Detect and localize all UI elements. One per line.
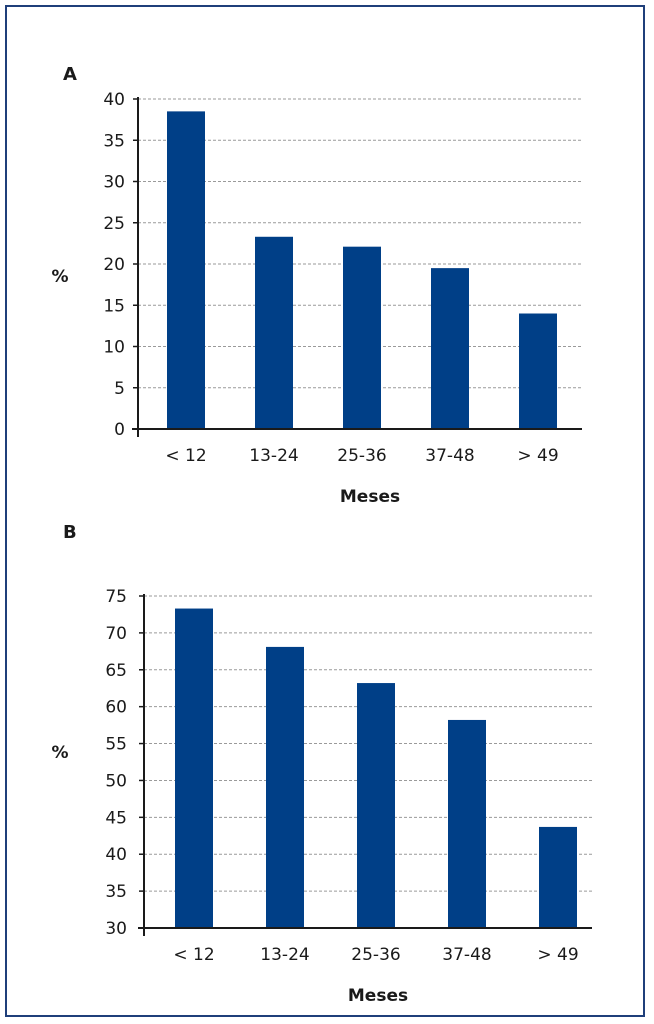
bar xyxy=(266,646,304,928)
y-axis-label: % xyxy=(51,743,68,763)
x-tick-label: 13-24 xyxy=(249,446,298,466)
panel-label-b: B xyxy=(63,522,77,543)
y-tick-label: 45 xyxy=(105,808,127,828)
bar xyxy=(255,236,293,429)
bar xyxy=(539,826,577,928)
y-tick-label: 50 xyxy=(105,771,127,791)
y-tick-label: 5 xyxy=(114,379,125,399)
chart-b: 30 35 40 45 50 55 60 65 70 75 < 12 13-24 25-36 37-48 >… xyxy=(51,587,592,1006)
bar xyxy=(175,608,213,928)
bar xyxy=(448,719,486,928)
panel-label-a: A xyxy=(63,64,77,85)
x-tick-label: > 49 xyxy=(517,446,558,466)
x-tick-label: < 12 xyxy=(165,446,206,466)
y-tick-label: 35 xyxy=(103,131,125,151)
y-tick-label: 70 xyxy=(105,624,127,644)
x-tick-label: < 12 xyxy=(173,945,214,965)
y-tick-label: 10 xyxy=(103,338,125,358)
y-tick-label: 0 xyxy=(114,420,125,440)
x-tick-label: 37-48 xyxy=(442,945,491,965)
bar xyxy=(167,111,205,429)
y-tick-label: 30 xyxy=(105,919,127,939)
y-tick-label: 75 xyxy=(105,587,127,607)
y-tick-label: 65 xyxy=(105,661,127,681)
x-tick-label: 37-48 xyxy=(425,446,474,466)
bar xyxy=(343,246,381,429)
bar xyxy=(357,683,395,928)
x-tick-label: > 49 xyxy=(537,945,578,965)
y-tick-label: 40 xyxy=(105,845,127,865)
x-tick-label: 25-36 xyxy=(337,446,386,466)
y-tick-label: 40 xyxy=(103,90,125,110)
y-tick-label: 35 xyxy=(105,882,127,902)
chart-a: 0 5 10 15 20 25 30 35 40 < 12 13-24 25-36 37-48 > 49%… xyxy=(51,90,582,507)
y-tick-label: 55 xyxy=(105,735,127,755)
x-tick-label: 25-36 xyxy=(351,945,400,965)
y-tick-label: 25 xyxy=(103,214,125,234)
y-tick-label: 20 xyxy=(103,255,125,275)
y-tick-label: 60 xyxy=(105,698,127,718)
y-tick-label: 30 xyxy=(103,173,125,193)
figure-frame xyxy=(5,5,645,1017)
x-axis-label: Meses xyxy=(348,986,408,1006)
y-axis-label: % xyxy=(51,267,68,287)
x-axis-label: Meses xyxy=(340,487,400,507)
y-tick-label: 15 xyxy=(103,296,125,316)
bar xyxy=(519,313,557,429)
x-tick-label: 13-24 xyxy=(260,945,309,965)
bar xyxy=(431,268,469,429)
